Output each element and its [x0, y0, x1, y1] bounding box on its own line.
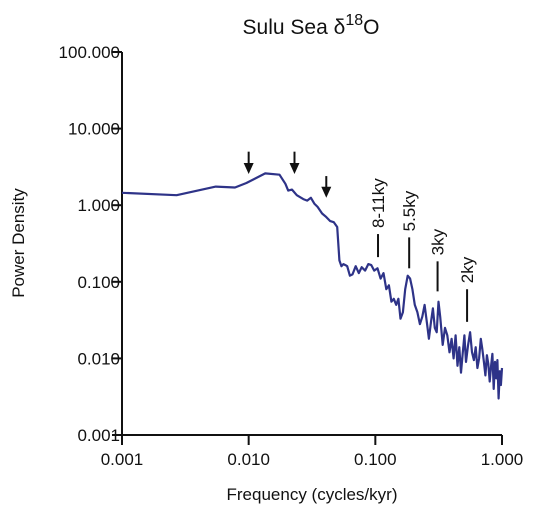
peak-arrow	[321, 176, 332, 198]
peak-arrow-head	[243, 163, 254, 175]
axes	[121, 52, 502, 436]
y-tick-label: 1.000	[77, 196, 120, 215]
y-tick-label: 10.000	[68, 120, 120, 139]
peak-arrow	[289, 151, 300, 175]
peak-label: 2ky	[458, 256, 477, 283]
x-tick-label: 1.000	[481, 450, 524, 469]
series-line	[121, 172, 504, 400]
peak-label: 3ky	[429, 228, 448, 255]
y-axis-title: Power Density	[9, 188, 28, 298]
series-group	[121, 172, 504, 400]
arrows-group	[243, 151, 332, 198]
chart-title: Sulu Sea δ18O	[243, 12, 380, 39]
chart-title-suffix: O	[363, 16, 379, 39]
chart-title-sup: 18	[345, 12, 363, 29]
peak-label: 8-11ky	[369, 178, 388, 228]
x-axis-title: Frequency (cycles/kyr)	[227, 485, 398, 504]
x-tick-label: 0.010	[227, 450, 270, 469]
y-tick-label: 0.100	[77, 273, 120, 292]
y-tick-label: 100.000	[59, 43, 120, 62]
x-tick-label: 0.100	[354, 450, 397, 469]
tick-group: 0.001 0.010 0.100 1.000 0.001 0.010 0.100 1.000…	[59, 43, 524, 469]
chart-title-text: Sulu Sea δ	[243, 16, 346, 39]
y-tick-label: 0.001	[77, 426, 120, 445]
peak-arrow	[243, 151, 254, 175]
peak-labels-group: 8-11ky 5.5ky 3ky 2ky	[369, 178, 477, 322]
peak-label: 5.5ky	[400, 190, 419, 231]
y-tick-label: 0.010	[77, 349, 120, 368]
peak-arrow-head	[321, 186, 332, 198]
x-tick-label: 0.001	[101, 450, 144, 469]
peak-arrow-head	[289, 163, 300, 175]
